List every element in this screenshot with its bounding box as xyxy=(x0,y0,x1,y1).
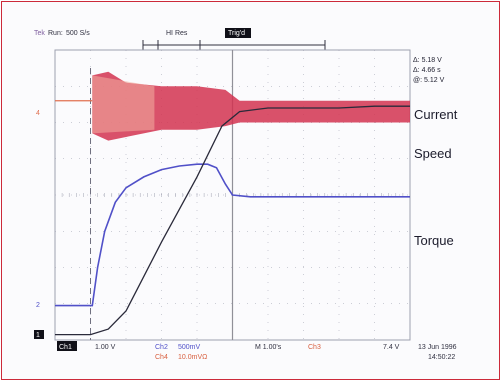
footer-ch4-scale: 10.0mVΩ xyxy=(178,354,207,361)
ch1-badge xyxy=(57,341,77,351)
current-label: Current xyxy=(414,107,458,122)
footer-trigger-level: 7.4 V xyxy=(383,344,400,351)
traces xyxy=(55,71,411,336)
footer-ch2-scale: 500mV xyxy=(178,344,201,351)
torque-trace xyxy=(55,163,410,307)
speed-trace xyxy=(55,105,410,336)
speed-label: Speed xyxy=(414,146,452,161)
ch2-marker: 2 xyxy=(36,302,40,309)
ch4-marker: 4 xyxy=(36,110,40,117)
ch1-marker: 1 xyxy=(36,332,40,339)
ch1-marker-bg xyxy=(34,330,44,339)
header-rate: 500 S/s xyxy=(66,30,90,37)
footer-ch1: Ch1 xyxy=(59,344,72,351)
readout-at-v: @: 5.12 V xyxy=(413,77,445,84)
footer-ch4: Ch4 xyxy=(155,354,168,361)
footer-ch2: Ch2 xyxy=(155,344,168,351)
trigger-badge xyxy=(225,28,251,38)
current-startup xyxy=(92,75,155,134)
header-status: Run: xyxy=(48,30,63,37)
header-brand: Tek xyxy=(34,30,45,37)
readout-delta-v: Δ: 5.18 V xyxy=(413,57,442,64)
torque-label: Torque xyxy=(414,233,454,248)
footer-trigger-source: Ch3 xyxy=(308,344,321,351)
header-mode: HI Res xyxy=(166,30,188,37)
footer-ch1-scale: 1.00 V xyxy=(95,344,116,351)
footer-date: 13 Jun 1996 xyxy=(418,344,457,351)
header-trig: Trig'd xyxy=(228,30,245,37)
footer-time: 14:50:22 xyxy=(428,354,455,361)
current-envelope xyxy=(92,71,411,141)
footer-timebase: M 1.00's xyxy=(255,344,282,351)
readout-delta-t: Δ: 4.66 s xyxy=(413,67,441,74)
